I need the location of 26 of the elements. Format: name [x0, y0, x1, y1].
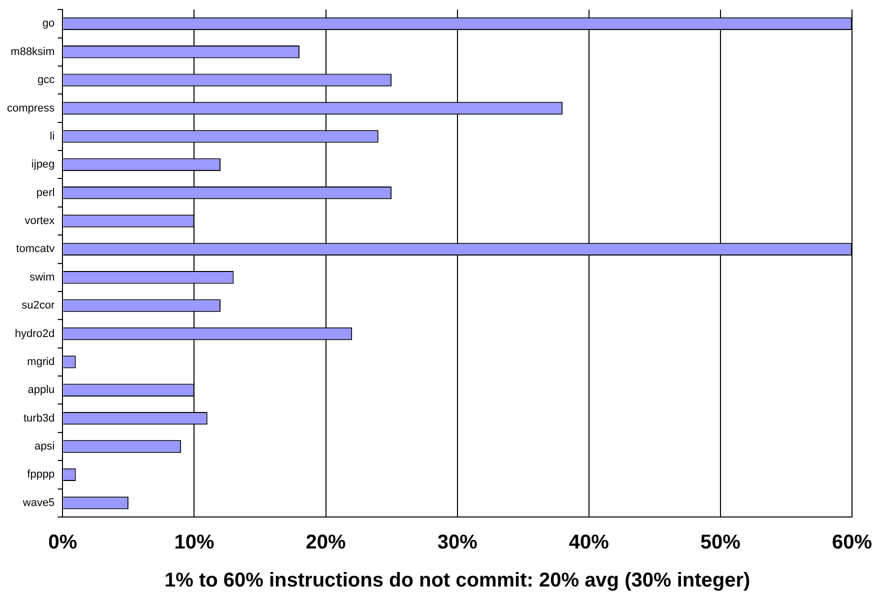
y-tick-label: m88ksim — [10, 46, 55, 58]
x-tick-label: 50% — [700, 532, 741, 554]
y-tick-label: turb3d — [23, 412, 55, 424]
x-tick-label: 60% — [832, 532, 872, 554]
x-tick-label: 0% — [48, 532, 78, 554]
y-tick-label: applu — [28, 384, 55, 396]
y-tick-label: vortex — [24, 215, 56, 228]
y-tick-label: swim — [30, 271, 55, 284]
y-tick-label: apsi — [34, 440, 55, 453]
x-axis-title: 1% to 60% instructions do not commit: 20% avg (30% integer) — [164, 570, 750, 592]
y-tick-label: mgrid — [27, 356, 55, 368]
y-tick-label: fpppp — [27, 468, 55, 481]
x-tick-label: 20% — [306, 532, 346, 554]
y-tick-label: hydro2d — [14, 328, 55, 340]
y-tick-label: gcc — [38, 74, 56, 86]
y-tick-label: tomcatv — [16, 243, 56, 256]
y-tick-label: go — [42, 18, 55, 30]
y-tick-label: perl — [36, 186, 55, 199]
y-tick-label: li — [50, 130, 55, 142]
x-tick-label: 10% — [174, 532, 214, 554]
y-tick-label: wave5 — [22, 496, 55, 509]
y-tick-label: compress — [6, 102, 56, 114]
x-tick-label: 40% — [568, 532, 610, 554]
x-tick-label: 30% — [437, 532, 478, 554]
y-tick-label: su2cor — [22, 300, 55, 312]
y-tick-label: ijpeg — [31, 158, 55, 171]
